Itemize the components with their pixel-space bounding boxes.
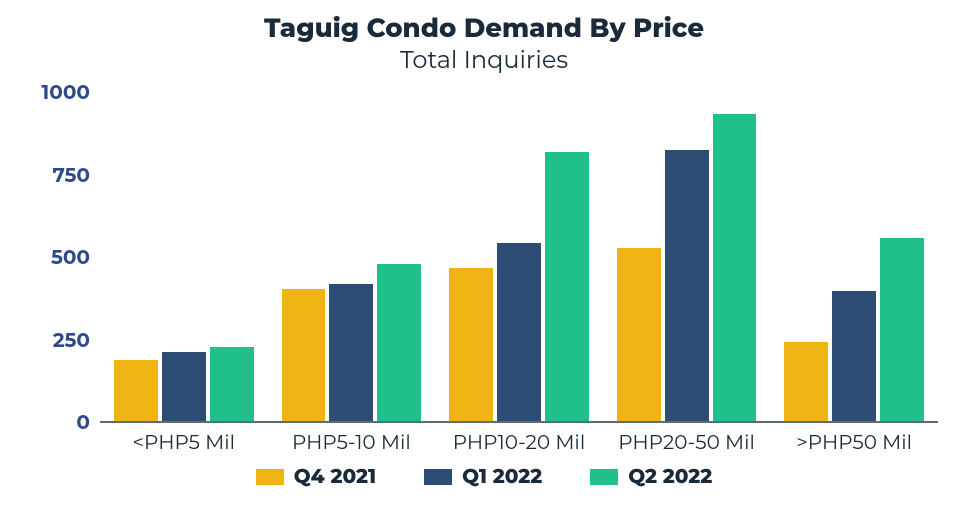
x-label: PHP10-20 Mil: [435, 431, 603, 455]
x-label: PHP5-10 Mil: [268, 431, 436, 455]
bar-group: [435, 93, 603, 421]
legend-item: Q4 2021: [256, 465, 376, 489]
legend-swatch: [590, 469, 618, 485]
legend-swatch: [424, 469, 452, 485]
y-tick: 750: [30, 164, 90, 188]
chart-title: Taguig Condo Demand By Price: [30, 12, 938, 44]
bar: [832, 291, 876, 421]
bar: [329, 284, 373, 421]
legend-label: Q4 2021: [294, 465, 376, 489]
legend-swatch: [256, 469, 284, 485]
y-tick: 250: [30, 329, 90, 353]
legend-label: Q1 2022: [462, 465, 542, 489]
bar: [497, 243, 541, 421]
y-tick: 0: [30, 411, 90, 435]
plot-area: [100, 93, 938, 423]
chart-titles: Taguig Condo Demand By Price Total Inqui…: [30, 12, 938, 75]
bar: [449, 268, 493, 421]
bar-group: [603, 93, 771, 421]
x-axis-labels: <PHP5 MilPHP5-10 MilPHP10-20 MilPHP20-50…: [100, 431, 938, 455]
x-label: PHP20-50 Mil: [603, 431, 771, 455]
legend-item: Q1 2022: [424, 465, 542, 489]
bar: [282, 289, 326, 421]
chart-container: Taguig Condo Demand By Price Total Inqui…: [0, 0, 968, 506]
bar-group: [770, 93, 938, 421]
x-label: <PHP5 Mil: [100, 431, 268, 455]
y-tick: 1000: [30, 81, 90, 105]
bar: [880, 238, 924, 421]
bar-groups: [100, 93, 938, 421]
bar-group: [100, 93, 268, 421]
bar: [162, 352, 206, 421]
bar: [377, 264, 421, 421]
legend: Q4 2021 Q1 2022 Q2 2022: [30, 465, 938, 489]
bar: [713, 114, 757, 421]
y-axis: 02505007501000: [30, 93, 100, 423]
x-label: >PHP50 Mil: [770, 431, 938, 455]
legend-label: Q2 2022: [628, 465, 712, 489]
chart-subtitle: Total Inquiries: [30, 46, 938, 75]
bar: [545, 152, 589, 421]
bar: [114, 360, 158, 421]
plot-zone: 02505007501000: [30, 93, 938, 423]
bar: [784, 342, 828, 421]
bar: [617, 248, 661, 421]
legend-item: Q2 2022: [590, 465, 712, 489]
bar-group: [268, 93, 436, 421]
y-tick: 500: [30, 246, 90, 270]
bar: [210, 347, 254, 421]
bar: [665, 150, 709, 421]
